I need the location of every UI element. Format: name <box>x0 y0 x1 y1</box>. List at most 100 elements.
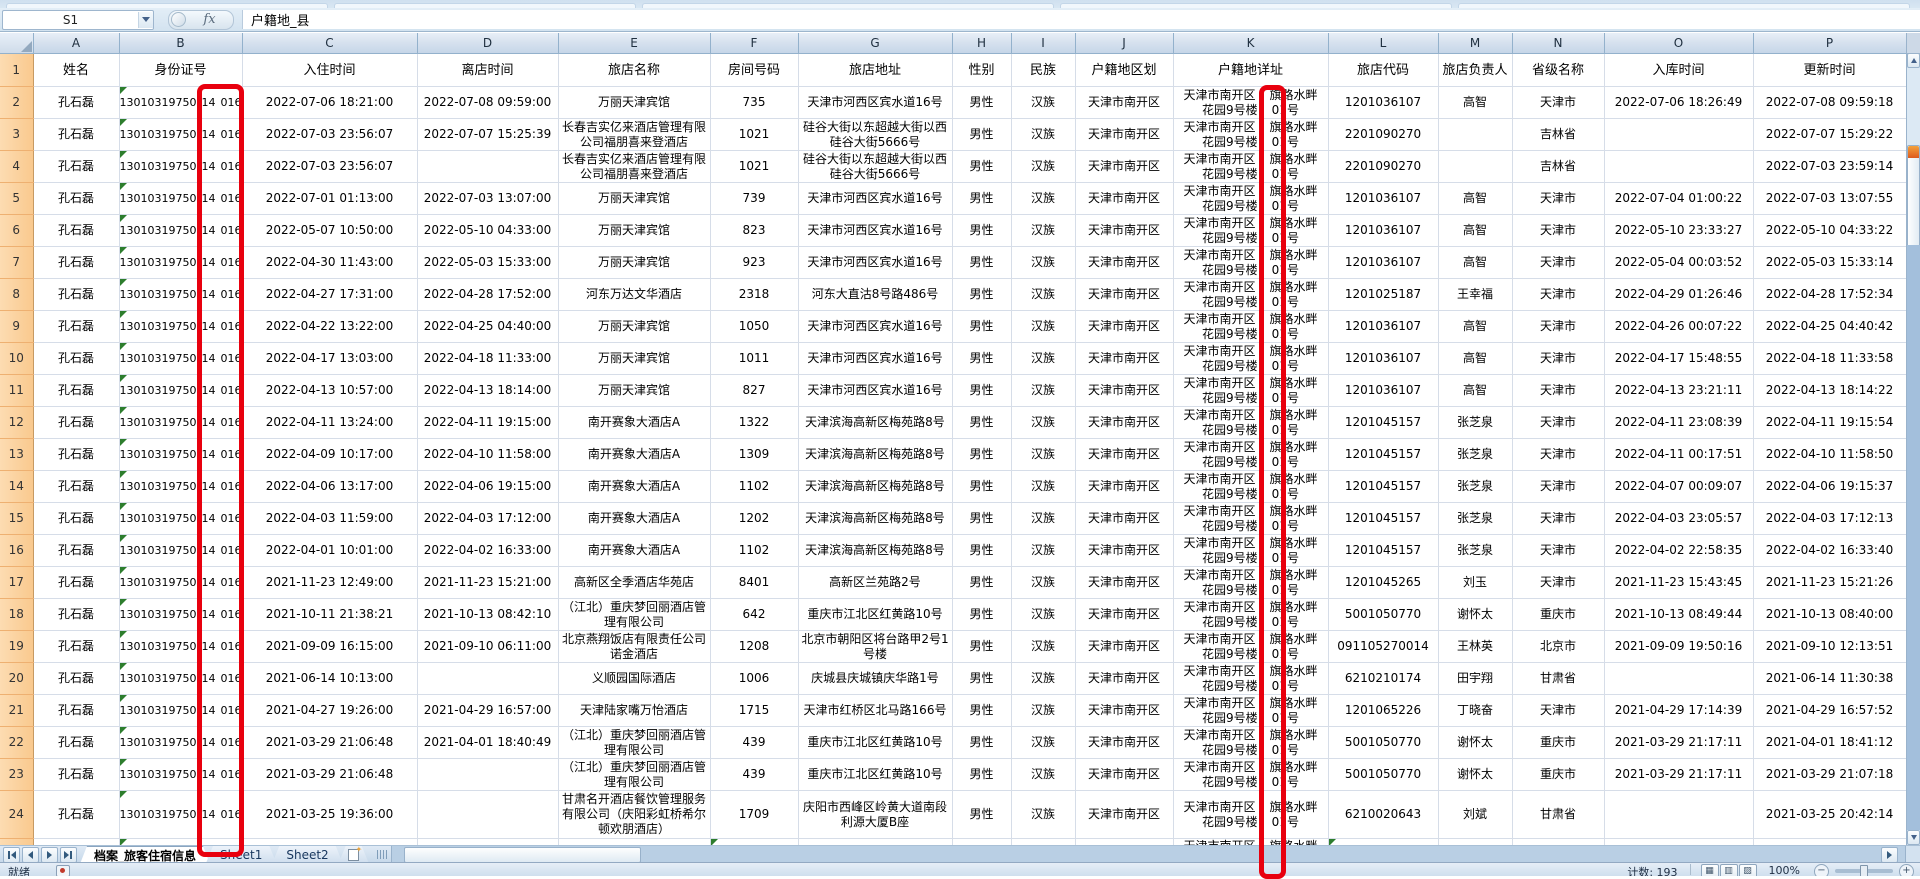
cell-B-17[interactable]: 13010319750 14 016 <box>119 566 243 599</box>
cell-P-21[interactable]: 2021-04-29 16:57:52 <box>1753 694 1906 727</box>
cell-B-22[interactable]: 13010319750 14 016 <box>119 726 243 759</box>
cell-K-3[interactable]: 天津市南开区 旗路水畔 花园9号楼 01号 <box>1173 118 1329 151</box>
cell-M-12[interactable]: 张芝泉 <box>1438 406 1513 439</box>
cell-J-1[interactable]: 户籍地区划 <box>1075 53 1174 87</box>
row-header-4[interactable]: 4 <box>0 150 34 183</box>
cell-G-1[interactable]: 旅店地址 <box>798 53 953 87</box>
cell-M-16[interactable]: 张芝泉 <box>1438 534 1513 567</box>
cell-M-8[interactable]: 王幸福 <box>1438 278 1513 311</box>
cell-H-13[interactable]: 男性 <box>952 438 1012 471</box>
cell-A-18[interactable]: 孔石磊 <box>33 598 120 631</box>
cell-H-9[interactable]: 男性 <box>952 310 1012 343</box>
cell-N-22[interactable]: 重庆市 <box>1512 726 1605 759</box>
cell-M-6[interactable]: 高智 <box>1438 214 1513 247</box>
vertical-scroll-thumb[interactable] <box>1907 145 1920 247</box>
cell-G-15[interactable]: 天津滨海高新区梅苑路8号 <box>798 502 953 535</box>
row-header-9[interactable]: 9 <box>0 310 34 343</box>
cell-H-23[interactable]: 男性 <box>952 758 1012 791</box>
cell-A-15[interactable]: 孔石磊 <box>33 502 120 535</box>
row-header-17[interactable]: 17 <box>0 566 34 599</box>
row-header-21[interactable]: 21 <box>0 694 34 727</box>
cell-C-13[interactable]: 2022-04-09 10:17:00 <box>242 438 418 471</box>
cell-P-11[interactable]: 2022-04-13 18:14:22 <box>1753 374 1906 407</box>
cell-N-25[interactable] <box>1512 838 1605 845</box>
cell-J-22[interactable]: 天津市南开区 <box>1075 726 1174 759</box>
vertical-scroll-track[interactable] <box>1907 245 1920 830</box>
cell-B-16[interactable]: 13010319750 14 016 <box>119 534 243 567</box>
row-header-23[interactable]: 23 <box>0 758 34 791</box>
column-header-O[interactable]: O <box>1604 33 1754 54</box>
cell-P-7[interactable]: 2022-05-03 15:33:14 <box>1753 246 1906 279</box>
cell-O-19[interactable]: 2021-09-09 19:50:16 <box>1604 630 1754 663</box>
name-box-dropdown-button[interactable] <box>138 11 153 28</box>
cell-A-1[interactable]: 姓名 <box>33 53 120 87</box>
cell-P-25[interactable] <box>1753 838 1906 845</box>
cell-K-9[interactable]: 天津市南开区 旗路水畔 花园9号楼 01号 <box>1173 310 1329 343</box>
cell-E-20[interactable]: 义顺园国际酒店 <box>558 662 711 695</box>
cell-J-16[interactable]: 天津市南开区 <box>1075 534 1174 567</box>
cell-M-5[interactable]: 高智 <box>1438 182 1513 215</box>
cell-N-4[interactable]: 吉林省 <box>1512 150 1605 183</box>
cell-B-12[interactable]: 13010319750 14 016 <box>119 406 243 439</box>
cell-H-24[interactable]: 男性 <box>952 790 1012 839</box>
cell-M-23[interactable]: 谢怀太 <box>1438 758 1513 791</box>
cell-P-24[interactable]: 2021-03-25 20:42:14 <box>1753 790 1906 839</box>
cell-F-12[interactable]: 1322 <box>710 406 799 439</box>
cell-E-3[interactable]: 长春吉实亿来酒店管理有限公司福朋喜来登酒店 <box>558 118 711 151</box>
cell-N-16[interactable]: 天津市 <box>1512 534 1605 567</box>
cell-E-13[interactable]: 南开赛象大酒店A <box>558 438 711 471</box>
cell-N-8[interactable]: 天津市 <box>1512 278 1605 311</box>
cell-J-7[interactable]: 天津市南开区 <box>1075 246 1174 279</box>
cell-D-5[interactable]: 2022-07-03 13:07:00 <box>417 182 559 215</box>
cell-A-21[interactable]: 孔石磊 <box>33 694 120 727</box>
cell-E-16[interactable]: 南开赛象大酒店A <box>558 534 711 567</box>
cell-L-14[interactable]: 1201045157 <box>1328 470 1439 503</box>
cell-E-17[interactable]: 高新区全季酒店华苑店 <box>558 566 711 599</box>
column-header-N[interactable]: N <box>1512 33 1605 54</box>
cell-D-6[interactable]: 2022-05-10 04:33:00 <box>417 214 559 247</box>
row-header-25[interactable] <box>0 838 34 845</box>
cell-H-6[interactable]: 男性 <box>952 214 1012 247</box>
horizontal-scroll-thumb[interactable] <box>403 847 641 863</box>
cell-M-9[interactable]: 高智 <box>1438 310 1513 343</box>
row-header-2[interactable]: 2 <box>0 86 34 119</box>
cell-D-19[interactable]: 2021-09-10 06:11:00 <box>417 630 559 663</box>
cell-N-23[interactable]: 重庆市 <box>1512 758 1605 791</box>
cell-K-7[interactable]: 天津市南开区 旗路水畔 花园9号楼 01号 <box>1173 246 1329 279</box>
column-header-D[interactable]: D <box>417 33 559 54</box>
cell-B-10[interactable]: 13010319750 14 016 <box>119 342 243 375</box>
cell-G-13[interactable]: 天津滨海高新区梅苑路8号 <box>798 438 953 471</box>
column-header-L[interactable]: L <box>1328 33 1439 54</box>
cell-E-15[interactable]: 南开赛象大酒店A <box>558 502 711 535</box>
cell-D-16[interactable]: 2022-04-02 16:33:00 <box>417 534 559 567</box>
cell-D-8[interactable]: 2022-04-28 17:52:00 <box>417 278 559 311</box>
cell-K-11[interactable]: 天津市南开区 旗路水畔 花园9号楼 01号 <box>1173 374 1329 407</box>
row-header-5[interactable]: 5 <box>0 182 34 215</box>
column-header-H[interactable]: H <box>952 33 1012 54</box>
cell-L-22[interactable]: 5001050770 <box>1328 726 1439 759</box>
row-header-14[interactable]: 14 <box>0 470 34 503</box>
cell-D-12[interactable]: 2022-04-11 19:15:00 <box>417 406 559 439</box>
cell-C-12[interactable]: 2022-04-11 13:24:00 <box>242 406 418 439</box>
cell-K-12[interactable]: 天津市南开区 旗路水畔 花园9号楼 01号 <box>1173 406 1329 439</box>
cell-P-2[interactable]: 2022-07-08 09:59:18 <box>1753 86 1906 119</box>
cell-E-12[interactable]: 南开赛象大酒店A <box>558 406 711 439</box>
cell-M-24[interactable]: 刘斌 <box>1438 790 1513 839</box>
page-layout-view-button[interactable]: ▥ <box>1719 864 1738 876</box>
cell-O-22[interactable]: 2021-03-29 21:17:11 <box>1604 726 1754 759</box>
cell-P-8[interactable]: 2022-04-28 17:52:34 <box>1753 278 1906 311</box>
cell-N-2[interactable]: 天津市 <box>1512 86 1605 119</box>
column-header-A[interactable]: A <box>33 33 120 54</box>
cell-J-2[interactable]: 天津市南开区 <box>1075 86 1174 119</box>
cell-E-5[interactable]: 万丽天津宾馆 <box>558 182 711 215</box>
zoom-slider[interactable] <box>1835 865 1893 876</box>
cell-P-19[interactable]: 2021-09-10 12:13:51 <box>1753 630 1906 663</box>
cell-J-17[interactable]: 天津市南开区 <box>1075 566 1174 599</box>
cell-H-22[interactable]: 男性 <box>952 726 1012 759</box>
select-all-corner[interactable] <box>0 33 34 54</box>
cell-L-11[interactable]: 1201036107 <box>1328 374 1439 407</box>
cell-K-13[interactable]: 天津市南开区 旗路水畔 花园9号楼 01号 <box>1173 438 1329 471</box>
sheet-tab-sheet1[interactable]: Sheet1 <box>206 846 276 863</box>
cell-P-23[interactable]: 2021-03-29 21:07:18 <box>1753 758 1906 791</box>
cell-G-14[interactable]: 天津滨海高新区梅苑路8号 <box>798 470 953 503</box>
